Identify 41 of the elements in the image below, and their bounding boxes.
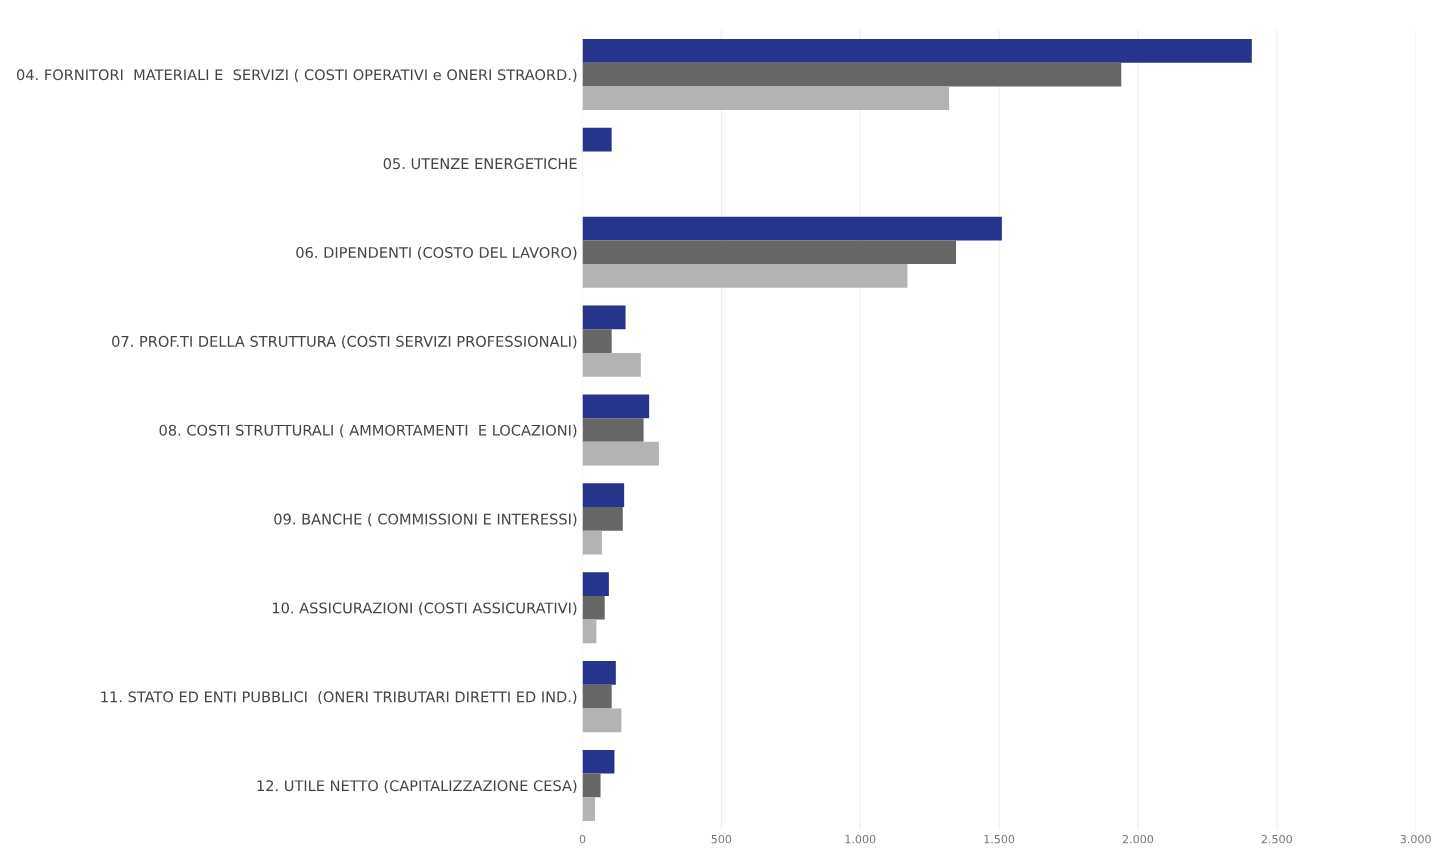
y-tick-label: 10. ASSICURAZIONI (COSTI ASSICURATIVI) [272,602,577,616]
bar [582,483,625,508]
bar [582,708,622,733]
bar [582,127,612,152]
bar [582,394,650,419]
bar [582,264,908,288]
y-tick-label: 11. STATO ED ENTI PUBBLICI (ONERI TRIBUTARI DIRETTI ED IND.) [101,691,577,705]
x-tick-label: 1.000 [845,834,876,844]
bar [582,329,612,353]
y-tick-label: 07. PROF.TI DELLA STRUTTURA (COSTI SERVIZI PROFESSIONALI) [112,335,577,349]
y-tick-label: 09. BANCHE ( COMMISSIONI E INTERESSI) [274,513,577,527]
y-tick-label: 05. UTENZE ENERGETICHE [383,158,577,170]
bar [582,418,644,442]
bar [582,773,601,798]
x-tick-label: 3.000 [1400,834,1431,844]
bar [582,595,605,620]
bar [582,86,950,111]
y-tick-label: 04. FORNITORI MATERIALI E SERVIZI ( COSTI OPERATIVI e ONERI STRAORD.) [16,69,577,82]
x-tick-label: 0 [579,834,586,844]
bar [582,507,623,531]
bar [582,352,641,377]
bar [582,530,602,555]
x-tick-label: 2.500 [1261,834,1292,844]
x-tick-label: 1.500 [984,834,1015,844]
bar [582,62,1122,87]
bar [582,305,626,330]
bar [582,572,609,596]
bar [582,797,595,822]
bar [582,38,1252,63]
y-tick-label: 08. COSTI STRUTTURALI ( AMMORTAMENTI E LOCAZIONI) [159,424,577,438]
bar [582,684,612,709]
y-tick-label: 12. UTILE NETTO (CAPITALIZZAZIONE CESA) [257,779,577,793]
bar [582,749,615,774]
y-tick-label: 06. DIPENDENTI (COSTO DEL LAVORO) [296,246,577,260]
x-tick-label: 2.000 [1122,834,1154,844]
bar [582,661,616,685]
bar [582,240,957,265]
x-tick-label: 500 [711,834,732,844]
bar [582,216,1002,241]
bar [582,441,659,466]
bar [582,619,597,644]
